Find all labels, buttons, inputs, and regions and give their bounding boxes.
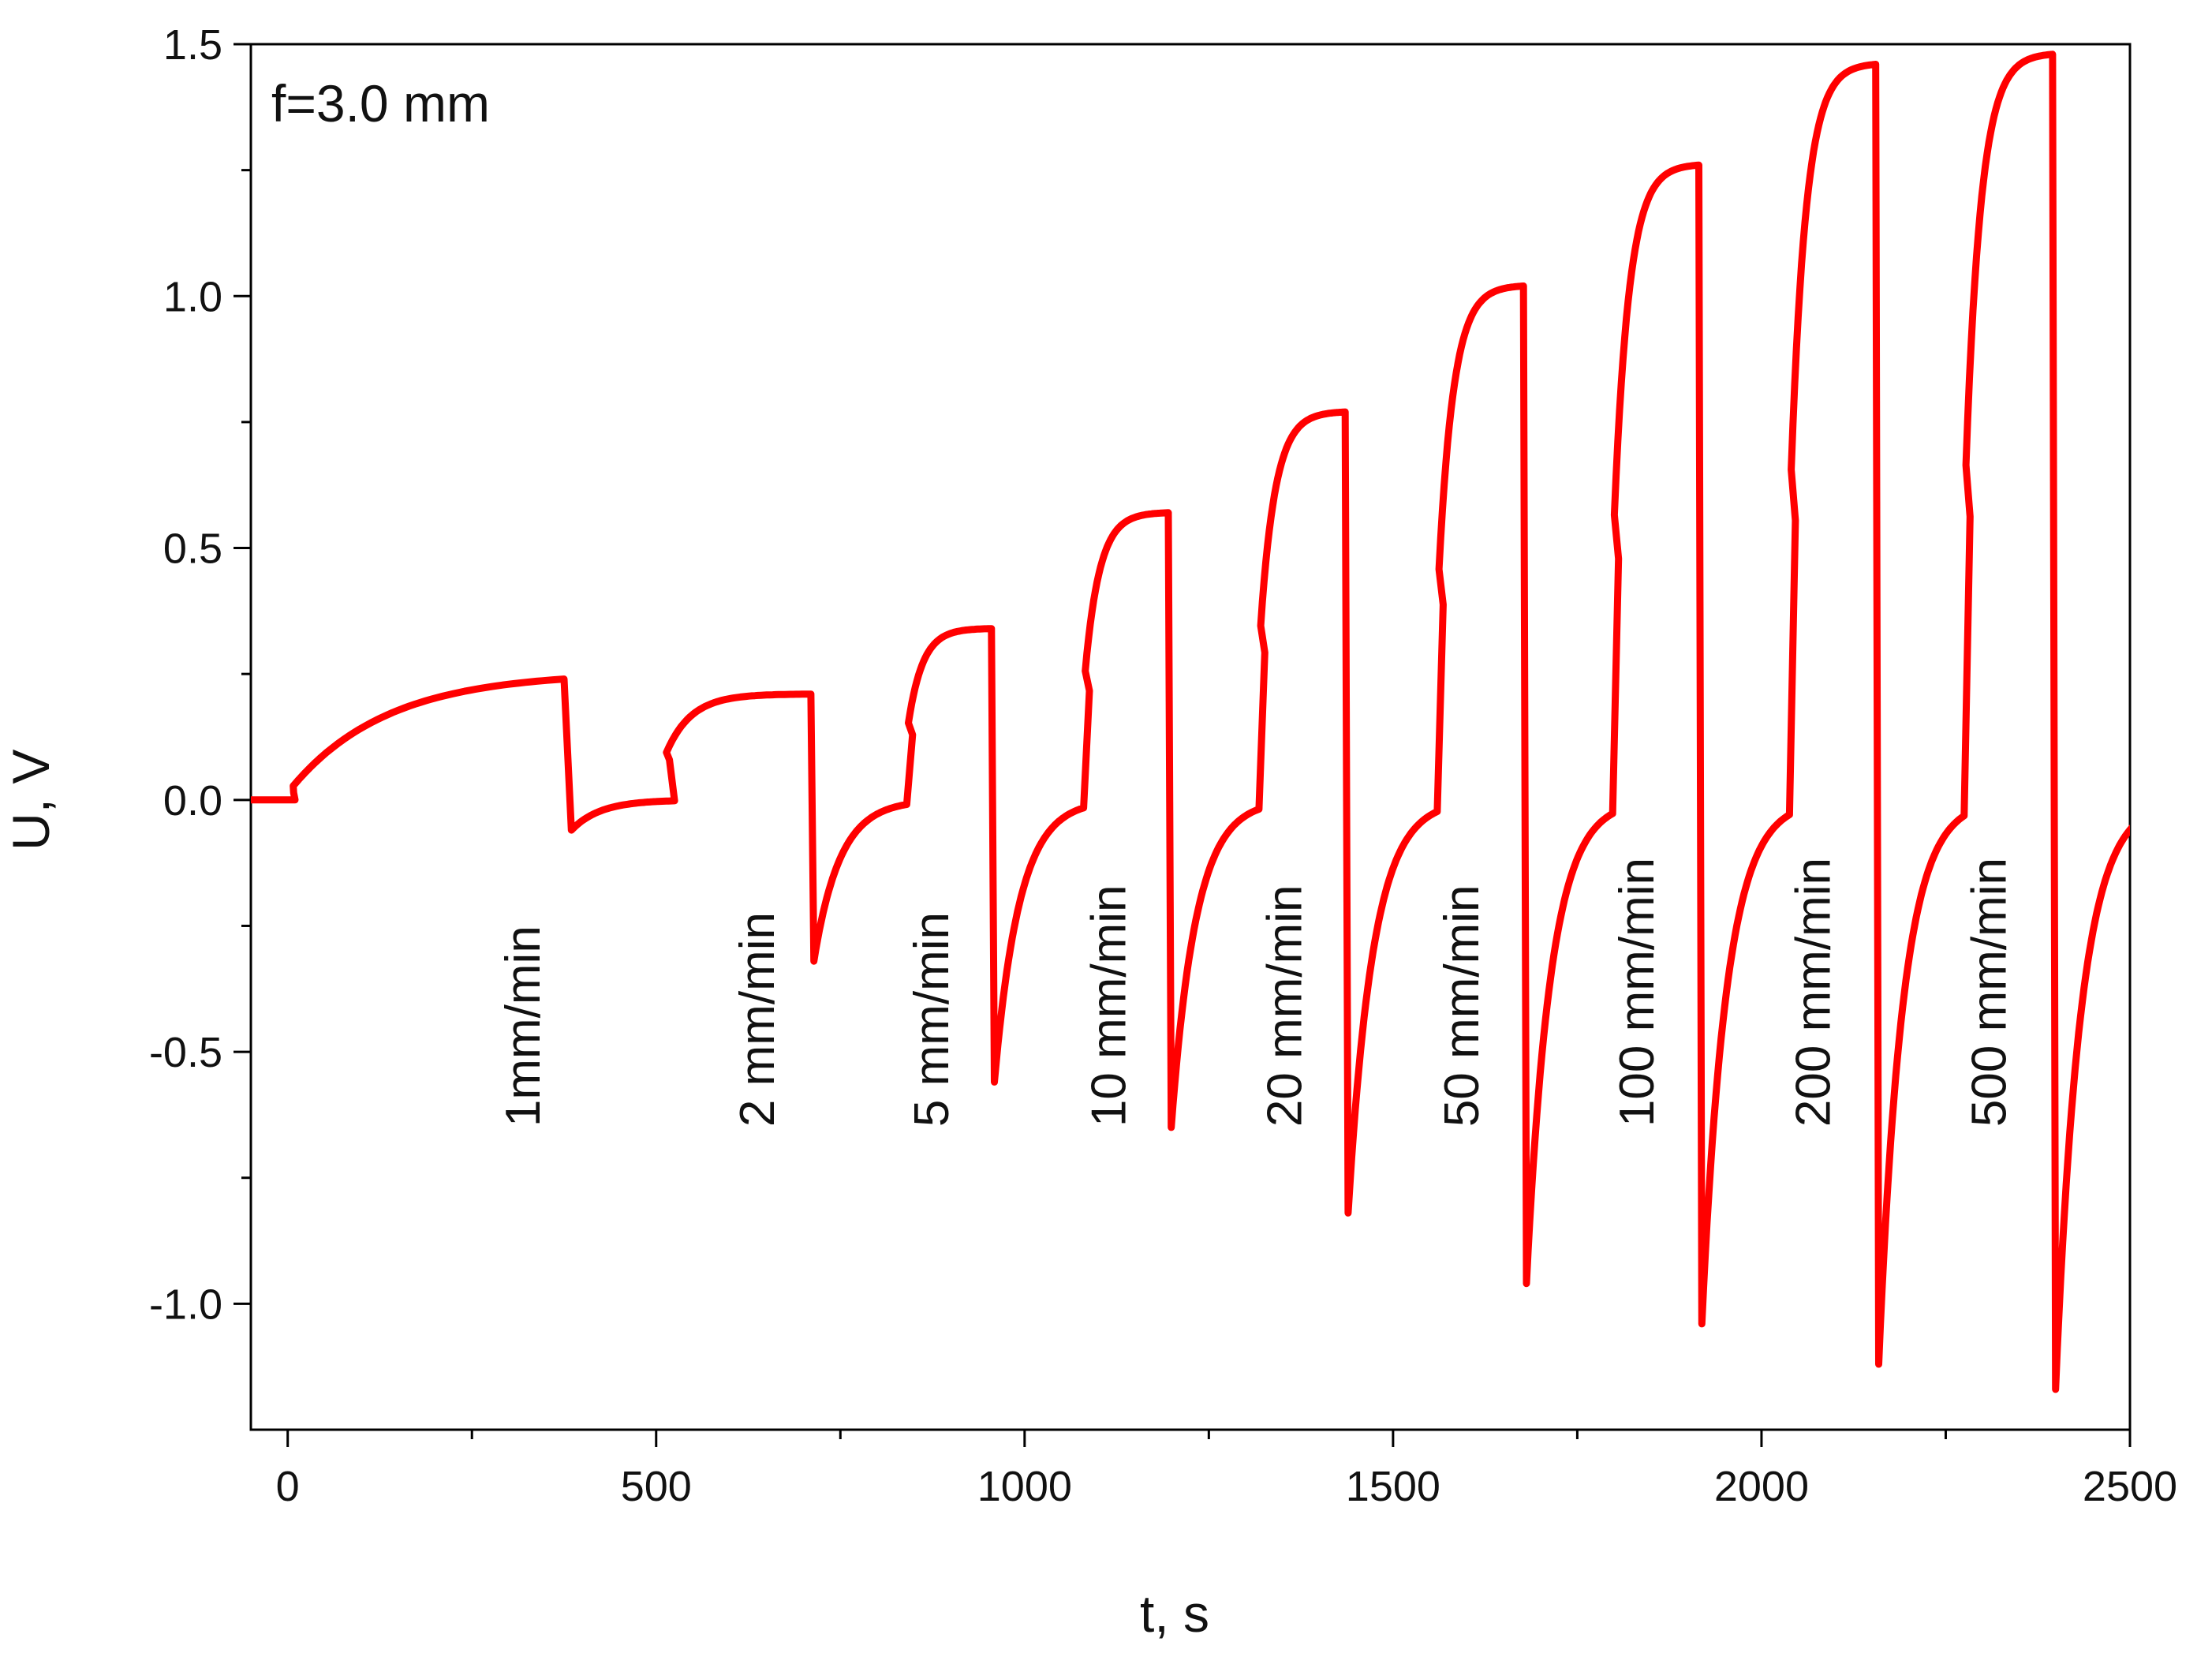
x-tick-label: 500 <box>621 1463 692 1510</box>
y-tick-label: 1.5 <box>163 21 222 69</box>
y-tick-label: -1.0 <box>149 1281 222 1328</box>
voltage-series-line <box>251 50 2130 1393</box>
speed-label-6: 50 mm/min <box>1435 884 1489 1127</box>
axes: 0 500 1000 1500 2000 2500 -1.0 -0.5 0.0 0.5 1.0 1.5… <box>2 21 2177 1643</box>
speed-label-3: 5 mm/min <box>905 912 959 1127</box>
speed-label-1: 1mm/min <box>496 926 551 1127</box>
speed-label-8: 200 mm/min <box>1786 858 1840 1127</box>
speed-label-4: 10 mm/min <box>1082 884 1136 1127</box>
y-tick-label: 0.0 <box>163 777 222 825</box>
y-tick-label: -0.5 <box>149 1029 222 1076</box>
x-tick-label: 2500 <box>2083 1463 2177 1510</box>
y-axis-title: U, V <box>2 750 60 851</box>
speed-label-7: 100 mm/min <box>1610 858 1665 1127</box>
speed-label-5: 20 mm/min <box>1258 884 1313 1127</box>
x-tick-label: 1500 <box>1346 1463 1440 1510</box>
y-tick-label: 1.0 <box>163 273 222 320</box>
x-tick-label: 1000 <box>977 1463 1072 1510</box>
annotation-label: f=3.0 mm <box>271 74 490 133</box>
plot-frame <box>249 43 2132 1431</box>
x-axis-title: t, s <box>1140 1584 1209 1643</box>
y-tick-label: 0.5 <box>163 525 222 573</box>
x-tick-label: 2000 <box>1714 1463 1809 1510</box>
speed-label-2: 2 mm/min <box>730 912 785 1127</box>
label-layer: 1mm/min 2 mm/min 5 mm/min 10 mm/min 20 mm/mi… <box>496 858 2017 1127</box>
x-tick-label: 0 <box>276 1463 300 1510</box>
speed-label-9: 500 mm/min <box>1963 858 2017 1127</box>
data-layer <box>251 50 2130 1393</box>
